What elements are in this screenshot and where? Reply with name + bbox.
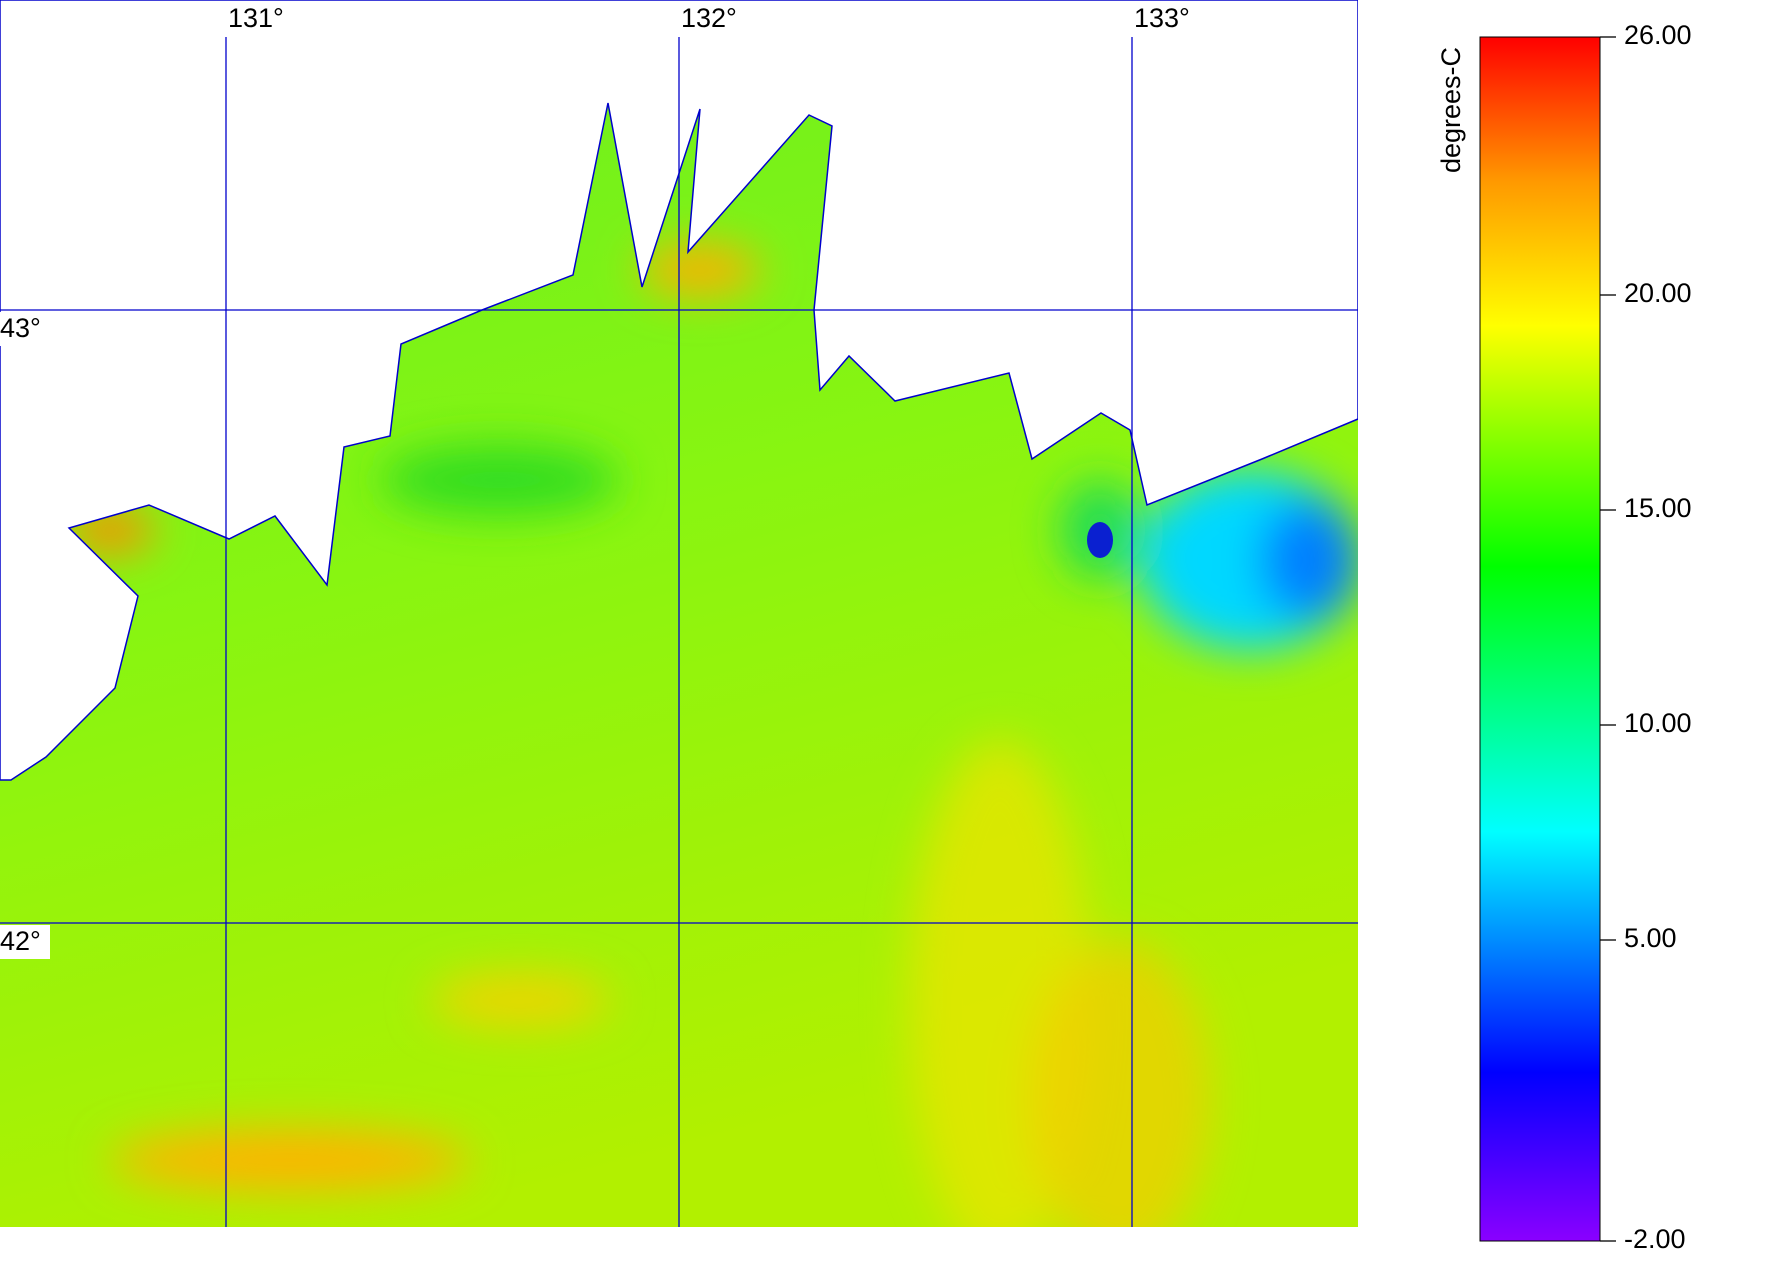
colorbar-tick-label: -2.00 [1624, 1224, 1686, 1254]
colorbar-label: degrees-C [1436, 47, 1466, 173]
colorbar-tick-label: 10.00 [1624, 708, 1692, 738]
label-bg [679, 2, 741, 36]
colorbar [1479, 36, 1601, 1242]
latitude-label: 42° [0, 926, 41, 956]
longitude-label: 131° [228, 3, 284, 33]
longitude-label: 133° [1134, 3, 1190, 33]
label-bg [226, 2, 288, 36]
sea-surface [0, 0, 1358, 1227]
label-bg [0, 925, 50, 959]
colorbar-tick-label: 26.00 [1624, 20, 1692, 50]
colorbar-tick-label: 15.00 [1624, 493, 1692, 523]
latitude-label: 43° [0, 313, 41, 343]
colorbar-tick-label: 20.00 [1624, 278, 1692, 308]
label-bg [1132, 2, 1194, 36]
colorbar-tick-label: 5.00 [1624, 923, 1677, 953]
longitude-label: 132° [681, 3, 737, 33]
label-bg [0, 312, 50, 346]
